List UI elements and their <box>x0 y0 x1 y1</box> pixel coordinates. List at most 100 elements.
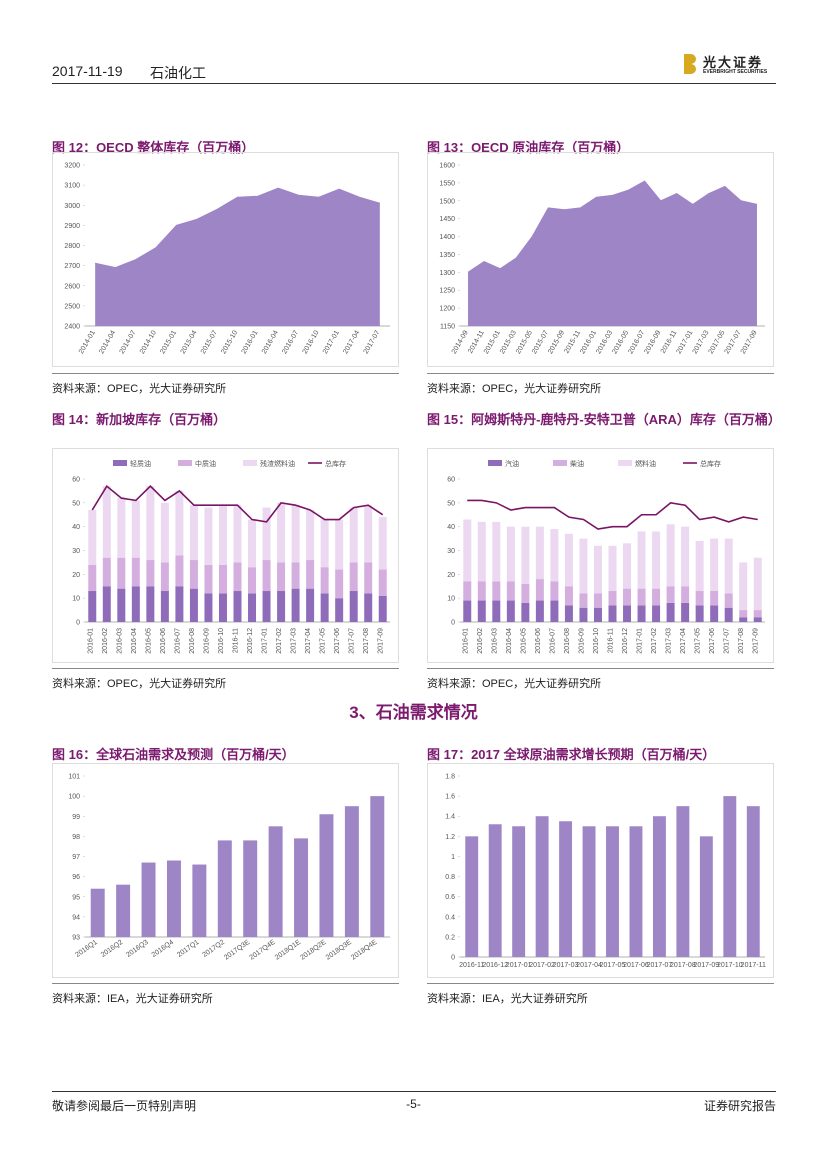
x-tick-label: 2014-07 <box>119 329 138 355</box>
bar-segment <box>739 617 748 622</box>
bar-segment <box>724 607 733 622</box>
bar <box>141 862 156 937</box>
bar-segment <box>506 581 515 601</box>
x-tick-label: 2016-07 <box>549 628 556 654</box>
bar-segment <box>724 538 733 594</box>
bar-segment <box>175 555 184 587</box>
y-tick-label: 0 <box>76 620 80 627</box>
bar-segment <box>695 605 704 622</box>
bar-segment <box>248 519 257 568</box>
x-tick-label: 2017-04 <box>305 628 312 654</box>
chart: 0 0.2 0.4 0.6 0.8 1 1.2 1.4 1.6 1.8 2016-112016-12… <box>427 763 774 978</box>
figure-source: 资料来源：IEA，光大证券研究所 <box>52 983 399 1006</box>
bar <box>294 838 309 937</box>
legend-swatch <box>488 460 502 466</box>
bar-segment <box>506 526 515 582</box>
x-tick-label: 2017-06 <box>709 628 716 654</box>
x-tick-label: 2017-06 <box>334 628 341 654</box>
x-tick-label: 2016-07 <box>281 329 300 355</box>
bar-segment <box>102 586 111 622</box>
x-tick-label: 2017-01 <box>637 628 644 654</box>
bar-segment <box>637 605 646 622</box>
x-tick-label: 2015-07 <box>200 329 219 355</box>
x-tick-label: 2017-09 <box>740 329 759 355</box>
bar-segment <box>131 500 140 558</box>
y-tick-label: 50 <box>447 500 455 507</box>
y-tick-label: 30 <box>72 548 80 555</box>
bar-segment <box>623 543 632 589</box>
x-tick-label: 2016Q1 <box>74 939 99 959</box>
bar-segment <box>262 560 271 592</box>
x-tick-label: 2014-01 <box>78 329 97 355</box>
bar-segment <box>463 519 472 582</box>
y-tick-label: 94 <box>72 914 80 921</box>
chart: 0 10 20 30 40 50 60 2016-01 2016-02 2016-03 2016-0… <box>52 448 399 663</box>
bar-segment <box>753 557 762 611</box>
bar-segment <box>666 524 675 587</box>
bar-segment <box>117 557 126 589</box>
bar-segment <box>492 581 501 601</box>
y-tick-label: 99 <box>72 814 80 821</box>
legend-label: 总库存 <box>700 459 721 468</box>
x-tick-label: 2017-02 <box>651 628 658 654</box>
bar-segment <box>564 533 573 587</box>
bar <box>723 796 737 957</box>
x-tick-label: 2016Q2 <box>100 939 125 959</box>
x-tick-label: 2017-07 <box>363 329 382 355</box>
bar-segment <box>233 505 242 563</box>
bar-segment <box>637 531 646 589</box>
logo-icon <box>684 54 696 74</box>
bar-segment <box>521 526 530 584</box>
x-tick-label: 2016-02 <box>102 628 109 654</box>
bar-segment <box>463 600 472 622</box>
bar-segment <box>117 588 126 622</box>
bar-segment <box>306 588 315 622</box>
x-tick-label: 2016-10 <box>593 628 600 654</box>
x-tick-label: 2016-05 <box>520 628 527 654</box>
bar-segment <box>378 517 387 570</box>
bar-segment <box>248 593 257 622</box>
x-tick-label: 2016-04 <box>131 628 138 654</box>
x-tick-label: 2016Q4 <box>151 939 176 959</box>
bar-segment <box>349 562 358 592</box>
legend-swatch <box>178 460 192 466</box>
bar-segment <box>477 600 486 622</box>
x-tick-label: 2017-07 <box>724 628 731 654</box>
bar-segment <box>652 605 661 622</box>
bar <box>488 824 502 957</box>
legend-swatch <box>618 460 632 466</box>
footer-center: -5- <box>406 1097 421 1111</box>
y-tick-label: 1.4 <box>445 814 455 821</box>
bar-segment <box>681 526 690 587</box>
bar-segment <box>146 586 155 622</box>
bar-segment <box>291 562 300 589</box>
bar-segment <box>593 545 602 594</box>
x-tick-label: 2017-07 <box>647 962 673 969</box>
x-tick-label: 2016-11 <box>233 628 240 653</box>
y-tick-label: 1150 <box>440 324 455 331</box>
bar <box>166 860 181 937</box>
bar-segment <box>364 593 373 622</box>
y-tick-label: 0.4 <box>445 914 455 921</box>
bar-segment <box>218 593 227 622</box>
y-tick-label: 2400 <box>64 324 80 331</box>
x-tick-label: 2017-09 <box>693 962 719 969</box>
figure-title: 图 17：2017 全球原油需求增长预期（百万桶/天） <box>427 747 716 762</box>
bar-segment <box>579 538 588 594</box>
x-tick-label: 2017-08 <box>363 628 370 654</box>
y-tick-label: 1400 <box>439 234 455 241</box>
x-tick-label: 2017-05 <box>320 628 327 654</box>
bar-segment <box>579 593 588 608</box>
bar <box>535 816 549 957</box>
logo-en: EVERBRIGHT SECURITIES <box>703 69 768 75</box>
legend-label: 柴油 <box>570 459 584 468</box>
x-tick-label: 2015-01 <box>159 329 178 355</box>
bar-segment <box>131 557 140 587</box>
bar <box>268 826 283 937</box>
y-tick-label: 1 <box>451 854 455 861</box>
x-tick-label: 2016-08 <box>564 628 571 654</box>
bar-segment <box>117 498 126 558</box>
y-tick-label: 1250 <box>439 288 455 295</box>
x-tick-label: 2017-04 <box>680 628 687 654</box>
chart: 2400 2500 2600 2700 2800 2900 3000 3100 3200 2014… <box>52 152 399 367</box>
